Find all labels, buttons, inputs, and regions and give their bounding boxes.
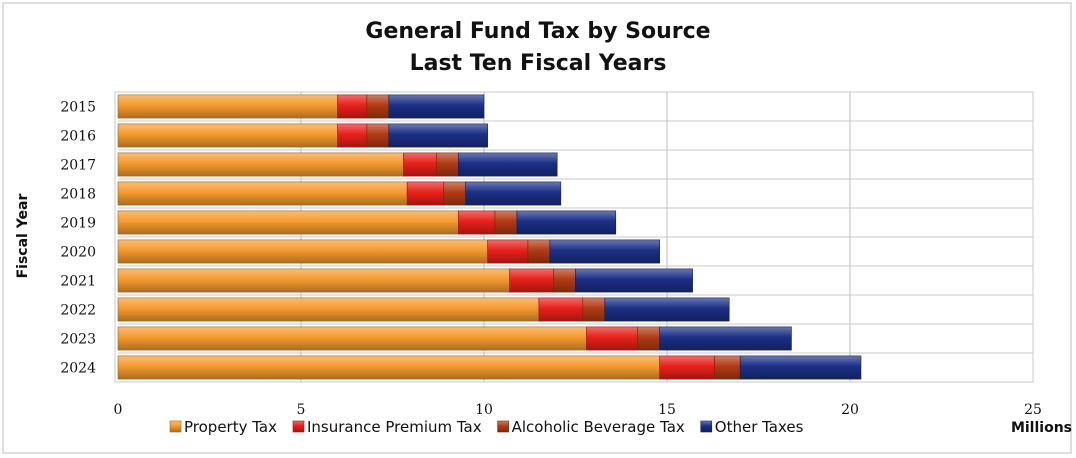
bar-2018-other-taxes <box>465 181 562 206</box>
y-tick-labels: 2015 2016 2017 2018 2019 2020 2021 2022 2023 2024 <box>60 100 96 377</box>
y-tick-label: 2020 <box>60 245 96 261</box>
bar-2021-other-taxes <box>575 268 693 293</box>
y-tick-label: 2017 <box>60 158 96 174</box>
bar-2020-property-tax <box>117 239 488 264</box>
bar-2019-other-taxes <box>516 210 617 235</box>
bar-2021-insurance-premium-tax <box>509 268 554 293</box>
bar-2019-property-tax <box>117 210 459 235</box>
legend-swatch <box>292 420 305 433</box>
bar-2015-insurance-premium-tax <box>337 94 368 119</box>
bar-2019-alcoholic-beverage-tax <box>494 210 518 235</box>
bar-2023-insurance-premium-tax <box>586 326 639 351</box>
y-tick-label: 2022 <box>60 303 96 319</box>
legend-label: Other Taxes <box>715 418 804 436</box>
bar-2022-insurance-premium-tax <box>538 297 584 322</box>
legend-swatch <box>169 420 182 433</box>
bar-2017-alcoholic-beverage-tax <box>436 152 459 177</box>
chart-title: General Fund Tax by Source <box>365 19 710 44</box>
bar-2016-alcoholic-beverage-tax <box>366 123 390 148</box>
bar-2024-alcoholic-beverage-tax <box>714 355 741 380</box>
x-tick-label: 15 <box>658 402 676 418</box>
bar-2022-other-taxes <box>604 297 730 322</box>
x-tick-label: 25 <box>1024 402 1042 418</box>
bar-2024-insurance-premium-tax <box>659 355 715 380</box>
x-axis-unit-label: Millions <box>1011 420 1072 436</box>
x-tick-label: 10 <box>475 402 493 418</box>
legend: Property Tax Insurance Premium Tax Alcohol… <box>169 418 804 436</box>
y-tick-label: 2021 <box>60 274 96 290</box>
bar-2024-other-taxes <box>739 355 862 380</box>
bar-2015-alcoholic-beverage-tax <box>366 94 390 119</box>
y-tick-label: 2015 <box>60 100 96 116</box>
bar-2024-property-tax <box>117 355 660 380</box>
bar-2018-insurance-premium-tax <box>406 181 445 206</box>
y-tick-label: 2016 <box>60 129 96 145</box>
bar-2022-property-tax <box>117 297 540 322</box>
bar-2017-insurance-premium-tax <box>403 152 437 177</box>
bar-2021-property-tax <box>117 268 510 293</box>
bar-2021-alcoholic-beverage-tax <box>553 268 576 293</box>
bar-2023-other-taxes <box>659 326 792 351</box>
bar-2015-property-tax <box>117 94 338 119</box>
bar-2018-property-tax <box>117 181 408 206</box>
y-tick-label: 2024 <box>60 361 96 377</box>
x-tick-labels: 0 5 10 15 20 25 <box>114 402 1042 418</box>
legend-swatch <box>497 420 509 433</box>
chart-subtitle: Last Ten Fiscal Years <box>410 51 667 76</box>
bar-2022-alcoholic-beverage-tax <box>582 297 606 322</box>
bar-2018-alcoholic-beverage-tax <box>443 181 466 206</box>
y-tick-label: 2023 <box>60 332 96 348</box>
bar-2019-insurance-premium-tax <box>458 210 496 235</box>
bar-2016-insurance-premium-tax <box>337 123 368 148</box>
legend-label: Property Tax <box>184 418 277 436</box>
bar-2020-other-taxes <box>549 239 660 264</box>
legend-label: Alcoholic Beverage Tax <box>512 418 685 436</box>
bar-2016-other-taxes <box>388 123 488 148</box>
bars-group <box>117 94 862 380</box>
bar-2020-insurance-premium-tax <box>487 239 529 264</box>
y-tick-label: 2018 <box>60 187 96 203</box>
bar-2020-alcoholic-beverage-tax <box>527 239 551 264</box>
bar-2023-alcoholic-beverage-tax <box>637 326 660 351</box>
legend-swatch <box>700 420 713 433</box>
bar-2016-property-tax <box>117 123 338 148</box>
legend-label: Insurance Premium Tax <box>307 418 482 436</box>
x-tick-label: 20 <box>841 402 859 418</box>
bar-2017-property-tax <box>117 152 404 177</box>
grid-lines <box>118 92 1033 382</box>
x-tick-label: 5 <box>297 402 306 418</box>
bar-2023-property-tax <box>117 326 587 351</box>
y-axis-title: Fiscal Year <box>15 194 31 279</box>
bar-2015-other-taxes <box>388 94 485 119</box>
bar-2017-other-taxes <box>458 152 558 177</box>
y-tick-label: 2019 <box>60 216 96 232</box>
x-tick-label: 0 <box>114 402 123 418</box>
